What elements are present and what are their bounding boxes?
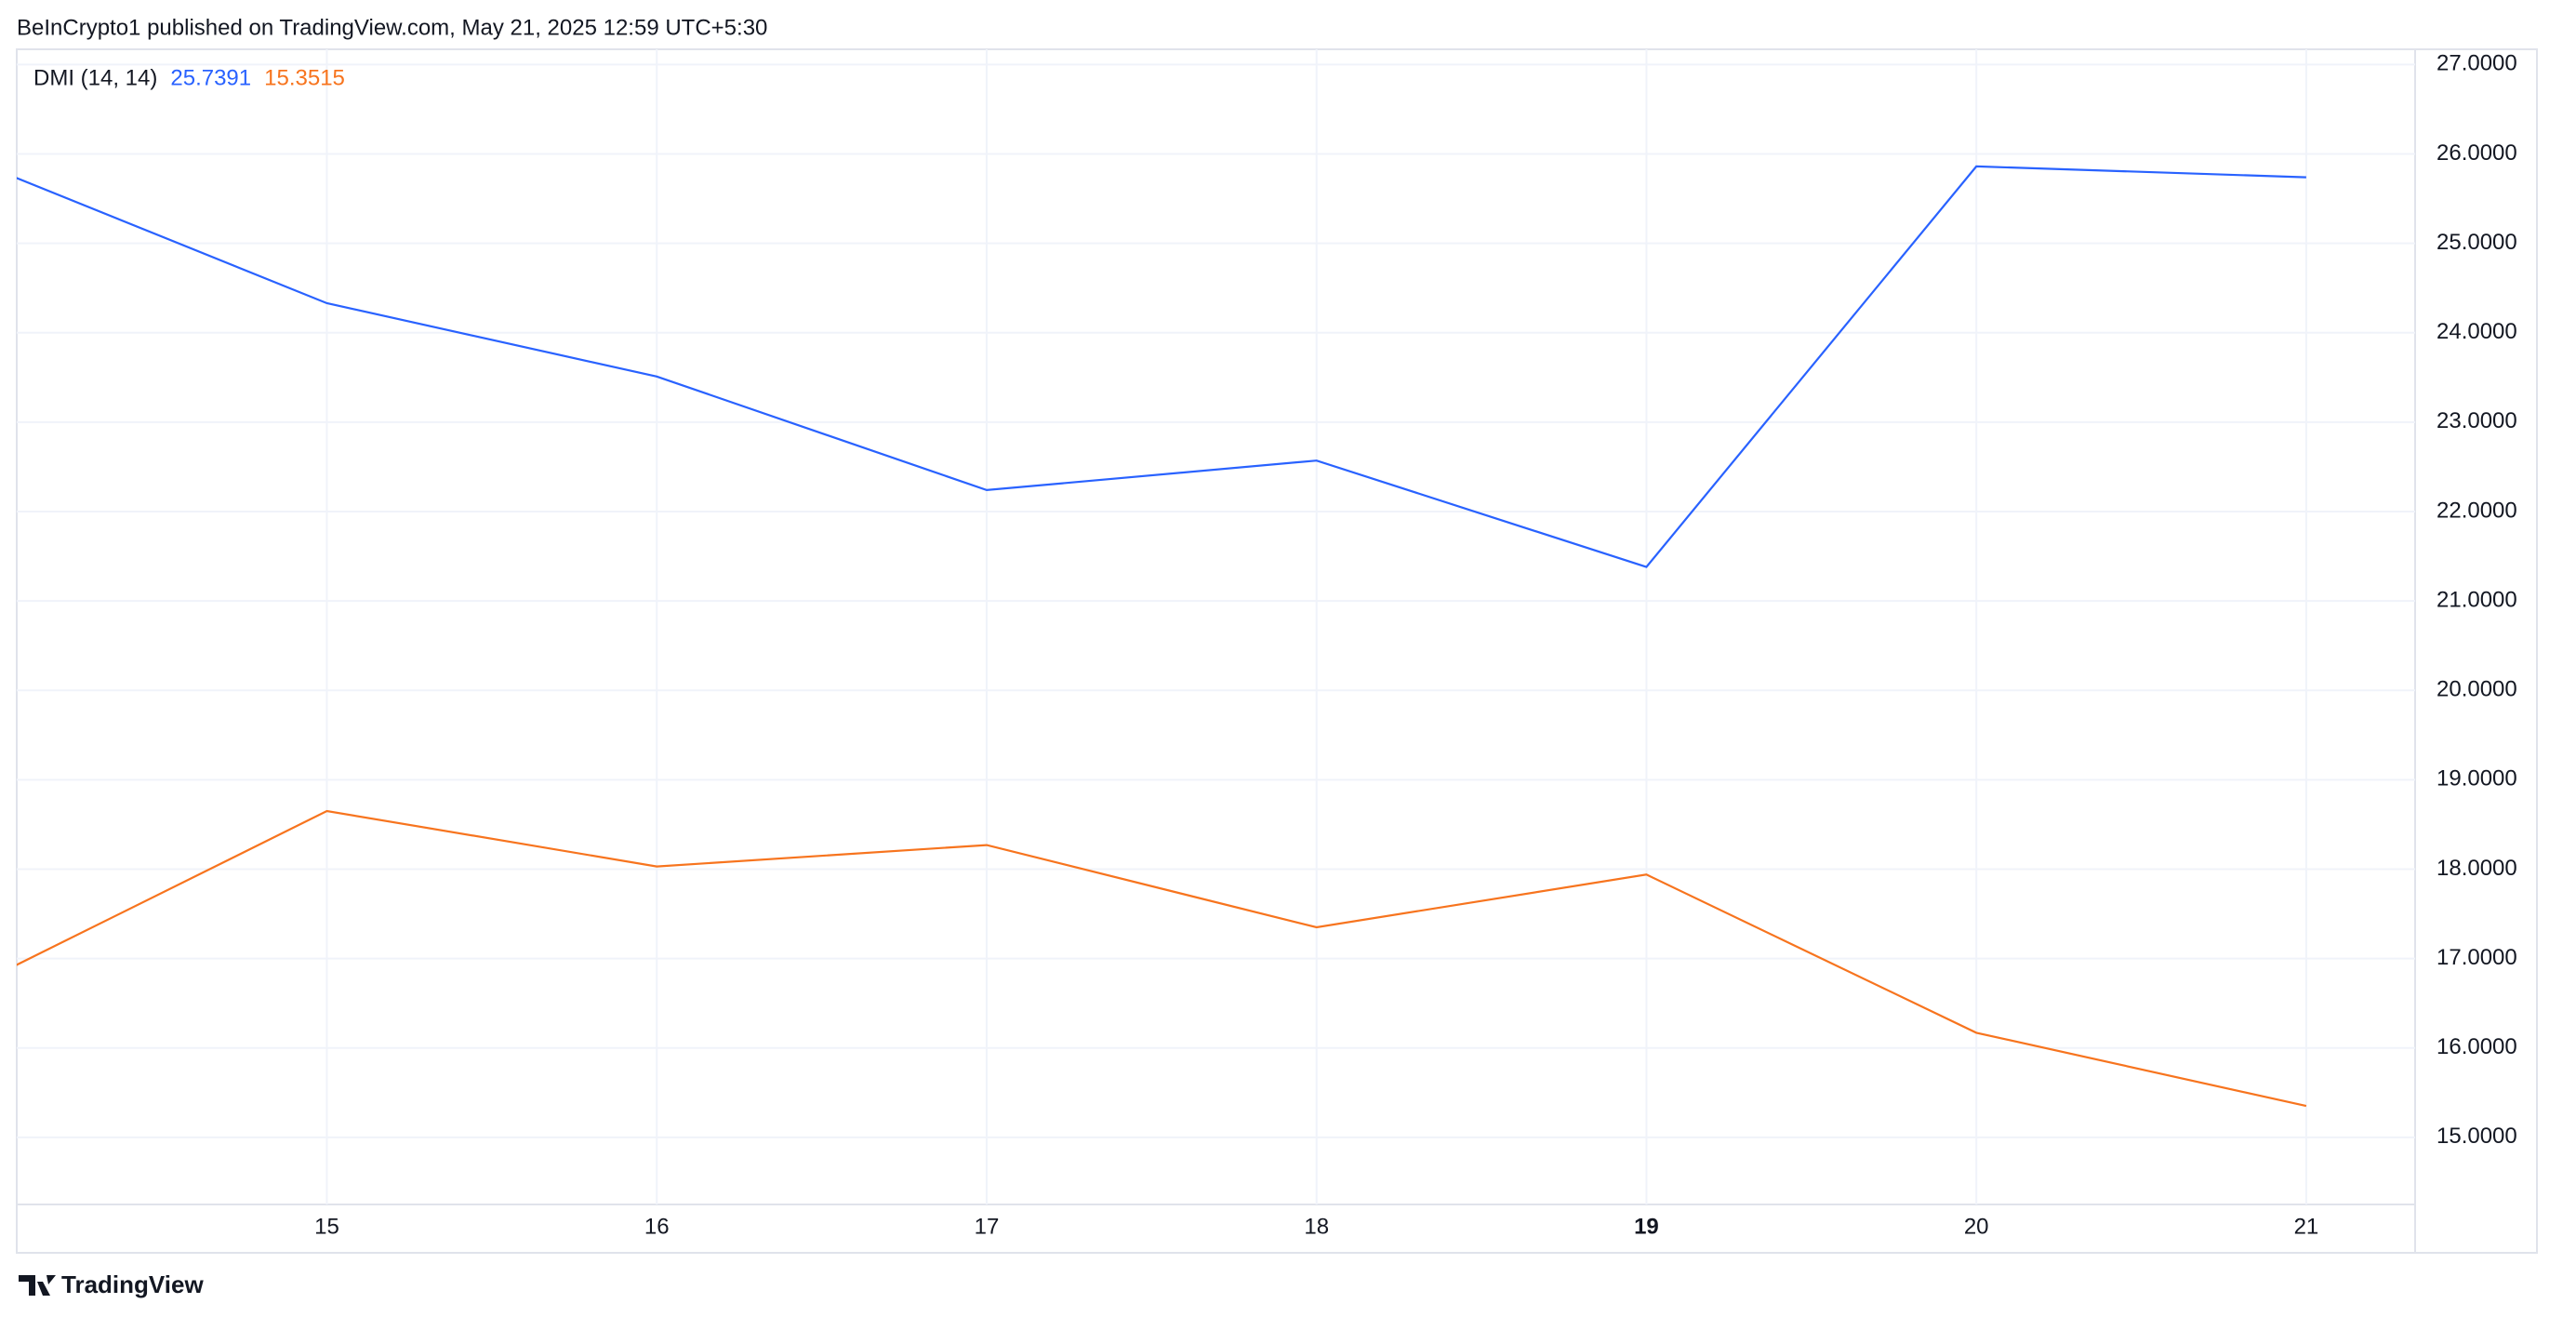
- y-tick-label: 27.0000: [2437, 51, 2517, 76]
- x-tick-label: 18: [1304, 1214, 1329, 1239]
- y-tick-label: 22.0000: [2437, 498, 2517, 523]
- series-line: [17, 809, 2307, 1108]
- logo: TradingView: [19, 1270, 204, 1298]
- header: BeInCrypto1 published on TradingView.com…: [17, 15, 767, 40]
- indicator-title: DMI (14, 14): [33, 65, 157, 90]
- logo-icon: [19, 1275, 56, 1296]
- frame: [16, 48, 2538, 1254]
- footer: TradingView: [61, 1270, 204, 1298]
- y-tick-label: 18.0000: [2437, 856, 2517, 881]
- x-tick-label: 20: [1964, 1214, 1989, 1239]
- y-tick-label: 19.0000: [2437, 766, 2517, 792]
- x-tick-label: 15: [314, 1214, 339, 1239]
- y-tick-label: 16.0000: [2437, 1034, 2517, 1059]
- y-tick-label: 15.0000: [2437, 1124, 2517, 1149]
- legend-value: 15.3515: [264, 65, 345, 90]
- legend-value: 25.7391: [170, 65, 251, 90]
- y-tick-label: 24.0000: [2437, 319, 2517, 344]
- x-tick-label: 21: [2294, 1214, 2319, 1239]
- x-tick-label: 16: [644, 1214, 670, 1239]
- y-tick-label: 17.0000: [2437, 945, 2517, 970]
- y-tick-label: 21.0000: [2437, 587, 2517, 612]
- y-tick-label: 23.0000: [2437, 408, 2517, 433]
- y-tick-label: 20.0000: [2437, 677, 2517, 702]
- series-line: [17, 165, 2306, 568]
- y-tick-label: 25.0000: [2437, 230, 2517, 255]
- x-tick-label: 17: [975, 1214, 1000, 1239]
- y-tick-label: 26.0000: [2437, 140, 2517, 166]
- x-tick-label: 19: [1634, 1214, 1659, 1239]
